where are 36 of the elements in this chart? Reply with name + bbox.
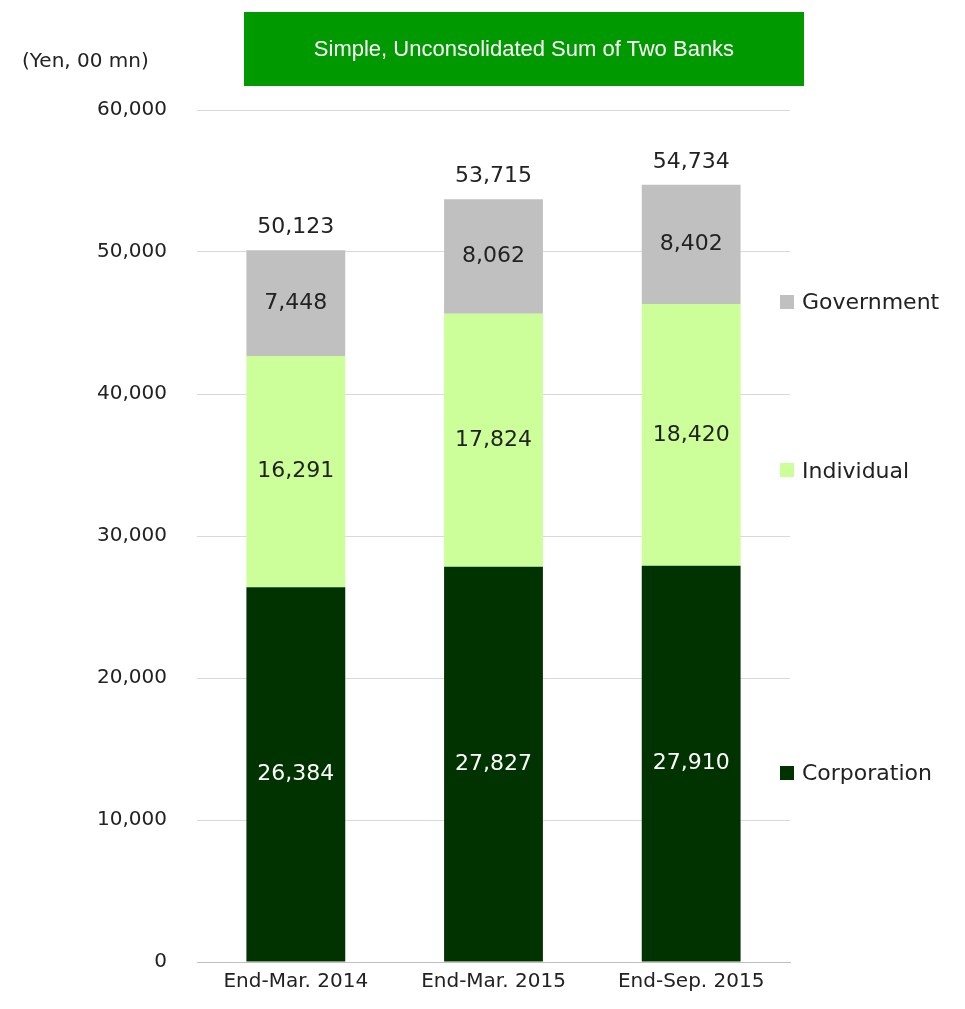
bar xyxy=(444,313,543,567)
y-tick-label: 50,000 xyxy=(97,238,167,263)
data-label: 18,420 xyxy=(652,420,730,446)
data-label: 8,402 xyxy=(659,230,723,256)
y-tick-label: 10,000 xyxy=(97,806,167,831)
legend-label: Corporation xyxy=(802,760,932,786)
y-tick-label: 0 xyxy=(154,948,167,973)
bar xyxy=(444,566,543,962)
y-tick-label: 40,000 xyxy=(97,380,167,405)
bar xyxy=(246,250,346,357)
x-tick-label: End-Mar. 2015 xyxy=(421,968,566,993)
bar xyxy=(641,565,741,962)
y-tick-label: 20,000 xyxy=(97,664,167,689)
legend-label: Individual xyxy=(802,457,910,483)
bar xyxy=(246,587,346,962)
bar xyxy=(246,356,346,588)
total-label: 54,734 xyxy=(652,147,730,173)
y-tick-label: 30,000 xyxy=(97,522,167,547)
data-label: 26,384 xyxy=(257,760,335,786)
x-tick-label: End-Mar. 2014 xyxy=(223,968,369,993)
y-axis-title: (Yen, 00 mn) xyxy=(22,48,149,72)
y-tick-label: 60,000 xyxy=(97,96,167,121)
total-label: 53,715 xyxy=(455,161,532,187)
data-label: 17,824 xyxy=(455,426,532,452)
total-label: 50,123 xyxy=(257,212,335,238)
data-label: 7,448 xyxy=(264,288,328,314)
chart-title: Simple, Unconsolidated Sum of Two Banks xyxy=(244,12,804,86)
data-label: 8,062 xyxy=(462,242,525,268)
data-label: 27,827 xyxy=(455,749,532,775)
data-label: 27,910 xyxy=(652,749,730,775)
bar xyxy=(641,304,741,566)
legend-label: Government xyxy=(802,289,940,315)
x-tick-label: End-Sep. 2015 xyxy=(617,968,765,993)
bar xyxy=(444,199,543,314)
data-label: 16,291 xyxy=(257,457,335,483)
bar xyxy=(641,184,741,305)
